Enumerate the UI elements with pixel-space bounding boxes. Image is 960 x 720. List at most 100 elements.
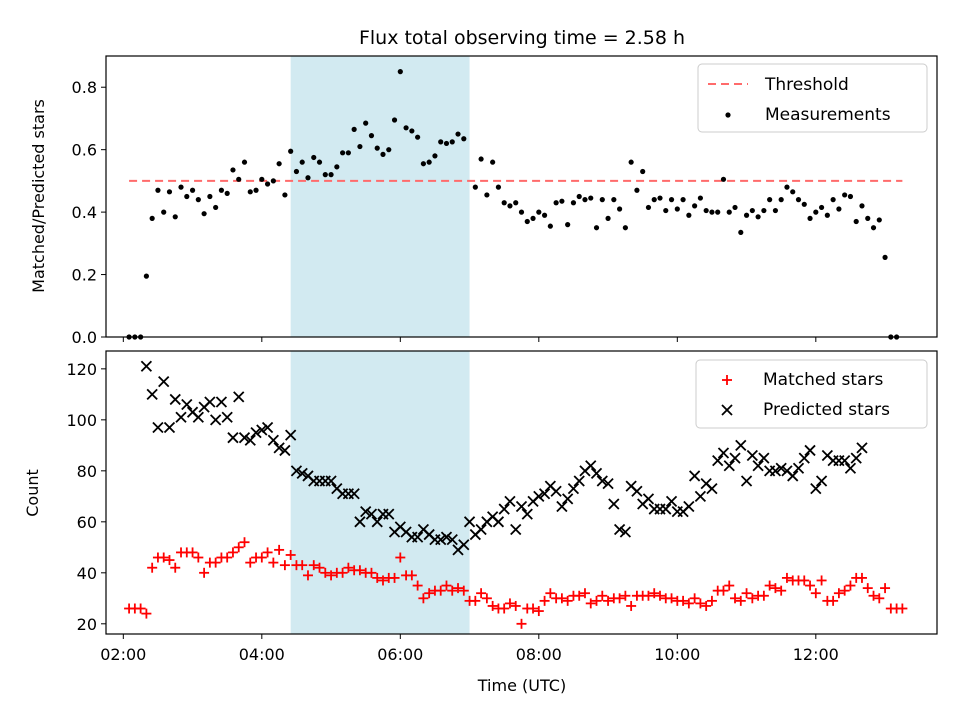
predicted-star-point	[567, 483, 580, 495]
measurement-point	[218, 187, 225, 193]
measurement-point	[576, 193, 582, 200]
measurement-point	[368, 133, 375, 139]
matched-star-point	[406, 570, 417, 581]
predicted-star-point	[273, 442, 285, 454]
top-x-ticks	[122, 337, 817, 342]
predicted-star-point	[792, 462, 805, 474]
predicted-star-point	[475, 523, 487, 536]
measurement-point	[559, 198, 565, 204]
matched-star-point	[193, 552, 204, 563]
predicted-star-point	[608, 498, 620, 510]
matched-star-point	[747, 593, 758, 604]
measurement-point	[709, 209, 715, 215]
measurement-point	[692, 203, 698, 209]
measurement-point	[859, 203, 865, 209]
matched-star-point	[603, 595, 614, 606]
predicted-star-point	[163, 421, 176, 434]
matched-star-point	[816, 575, 827, 586]
measurement-point	[530, 215, 536, 221]
measurement-point	[264, 181, 271, 187]
predicted-star-point	[613, 523, 626, 536]
predicted-star-point	[683, 500, 695, 513]
measurement-point	[247, 189, 253, 195]
predicted-star-point	[804, 444, 816, 457]
measurement-point	[813, 209, 819, 215]
predicted-star-point	[665, 495, 678, 508]
matched-star-point	[874, 593, 885, 604]
bottom-x-tick-label: 10:00	[654, 645, 700, 664]
matched-star-point	[545, 588, 556, 599]
matched-star-point	[689, 593, 700, 604]
matched-star-point	[239, 537, 250, 548]
predicted-star-point	[723, 460, 735, 472]
measurement-point	[778, 197, 784, 203]
legend-measurements-label: Measurements	[765, 105, 891, 125]
measurement-point	[363, 120, 369, 126]
top-y-tick-label: 0.2	[72, 266, 97, 285]
matched-star-point	[701, 600, 712, 611]
predicted-star-point	[354, 516, 366, 528]
measurement-point	[524, 218, 530, 225]
predicted-star-point	[735, 439, 747, 451]
predicted-star-point	[181, 398, 193, 411]
bottom-highlight-band	[290, 351, 470, 634]
measurement-point	[645, 204, 652, 211]
top-legend: Threshold Measurements	[697, 63, 928, 133]
measurement-point	[640, 168, 646, 175]
predicted-star-point	[158, 375, 170, 388]
measurement-point	[230, 167, 236, 173]
predicted-star-point	[290, 465, 303, 477]
predicted-star-point	[238, 432, 251, 444]
measurement-point	[472, 184, 478, 190]
measurement-point	[357, 143, 363, 150]
predicted-star-point	[515, 500, 528, 513]
measurement-point	[663, 207, 669, 214]
matched-star-point	[337, 567, 348, 578]
measurement-point	[588, 195, 594, 201]
matched-star-point	[591, 595, 602, 606]
predicted-star-point	[775, 462, 787, 474]
measurement-point	[703, 207, 709, 214]
matched-star-point	[227, 547, 238, 558]
measurement-point	[674, 206, 680, 212]
measurement-point	[409, 128, 415, 134]
measurement-point	[749, 207, 755, 214]
measurement-point	[484, 192, 490, 198]
measurement-point	[715, 209, 721, 215]
matched-star-point	[758, 590, 769, 601]
predicted-star-point	[660, 503, 672, 515]
measurement-point	[853, 218, 859, 225]
matched-star-point	[481, 593, 492, 604]
matched-star-point	[170, 562, 181, 573]
legend-matched-marker	[722, 375, 732, 385]
matched-star-point	[476, 588, 487, 599]
bottom-y-axis-label: Count	[23, 469, 42, 517]
matched-star-point	[135, 603, 146, 614]
measurement-point	[438, 139, 444, 145]
predicted-star-points	[140, 360, 874, 556]
matched-star-point	[372, 572, 383, 583]
matched-star-points	[124, 537, 908, 629]
measurement-point	[184, 193, 190, 200]
matched-star-point	[868, 590, 879, 601]
predicted-star-point	[706, 483, 718, 495]
measurement-point	[461, 136, 467, 142]
measurement-point	[541, 212, 548, 218]
matched-star-point	[614, 593, 625, 604]
bottom-x-tick-label: 02:00	[100, 645, 146, 664]
predicted-star-point	[169, 393, 181, 406]
matched-star-point	[649, 588, 660, 599]
matched-star-point	[389, 572, 400, 583]
measurement-point	[236, 176, 242, 182]
predicted-star-point	[411, 531, 424, 543]
predicted-star-point	[602, 477, 614, 490]
measurement-point	[622, 225, 628, 231]
predicted-star-point	[446, 534, 458, 546]
top-y-tick-label: 0.4	[72, 203, 97, 222]
bottom-axes-frame	[105, 350, 938, 635]
matched-star-point	[499, 603, 510, 614]
predicted-star-point	[717, 447, 730, 459]
measurement-point	[553, 200, 559, 206]
x-axis-label: Time (UTC)	[477, 676, 566, 695]
predicted-star-point	[463, 516, 476, 528]
